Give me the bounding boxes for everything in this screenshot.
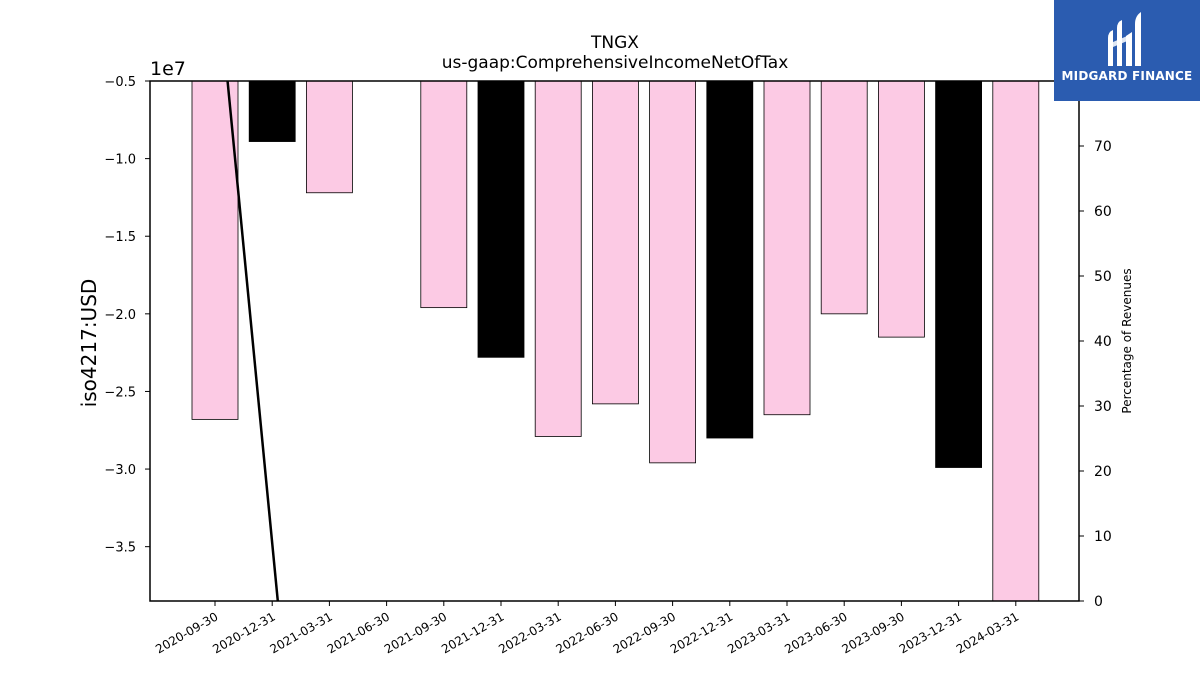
x-tick-label: 2021-12-31	[439, 609, 506, 656]
bar-2024-03-31	[992, 80, 1040, 602]
y-offset-label: 1e7	[150, 58, 186, 80]
bar-2021-12-31	[477, 80, 525, 358]
y2-tick-label: 20	[1094, 464, 1112, 480]
bar-2022-12-31	[706, 80, 754, 439]
logo-mark-icon	[1108, 12, 1141, 66]
bar-2023-06-30	[820, 80, 868, 315]
x-tick-label: 2021-09-30	[382, 609, 449, 656]
x-tick-label: 2021-06-30	[325, 609, 392, 656]
x-tick-label: 2023-12-31	[897, 609, 964, 656]
y-tick-label: −1.5	[104, 230, 136, 245]
y2-tick-label: 40	[1094, 334, 1112, 350]
bar-2020-09-30	[191, 80, 239, 420]
y-tick-label: −2.0	[104, 308, 136, 323]
bar-2023-09-30	[878, 80, 925, 338]
bars	[191, 80, 1040, 602]
bar-2022-03-31	[534, 80, 582, 437]
x-tick-label: 2020-09-30	[153, 609, 220, 656]
x-tick-label: 2020-12-31	[210, 609, 277, 656]
x-tick-label: 2022-03-31	[496, 609, 563, 656]
x-tick-label: 2022-12-31	[668, 609, 735, 656]
y-tick-label: −1.0	[104, 153, 136, 168]
x-tick-label: 2022-06-30	[553, 609, 620, 656]
y-axis-label: iso4217:USD	[77, 279, 101, 408]
y2-tick-label: 50	[1094, 269, 1112, 285]
y-tick-label: −3.5	[104, 541, 136, 556]
x-tick-label: 2023-09-30	[839, 609, 906, 656]
y2-tick-label: 10	[1094, 529, 1112, 545]
chart-subtitle: us-gaap:ComprehensiveIncomeNetOfTax	[442, 53, 789, 73]
y-tick-label: −0.5	[104, 75, 136, 90]
bar-2023-12-31	[935, 80, 982, 468]
percentage-line	[226, 81, 280, 601]
bar-2021-09-30	[420, 80, 468, 309]
x-tick-label: 2021-03-31	[267, 609, 334, 656]
percentage-of-revenues-line	[226, 81, 280, 601]
bar-2021-03-31	[305, 80, 353, 194]
y2-tick-label: 30	[1094, 399, 1112, 415]
x-tick-label: 2023-06-30	[782, 609, 849, 656]
bar-2022-09-30	[649, 80, 696, 464]
x-tick-label: 2024-03-31	[954, 609, 1021, 656]
y-tick-label: −3.0	[104, 463, 136, 478]
x-tick-label: 2022-09-30	[611, 609, 678, 656]
x-tick-label: 2023-03-31	[725, 609, 792, 656]
bar-2023-03-31	[763, 80, 811, 416]
y2-tick-label: 70	[1094, 139, 1112, 155]
chart-title: TNGX	[590, 33, 639, 53]
y-tick-label: −2.5	[104, 385, 136, 400]
logo-text: MIDGARD FINANCE	[1061, 69, 1193, 83]
bar-2022-06-30	[592, 80, 639, 405]
secondary-y-axis-label: Percentage of Revenues	[1120, 268, 1134, 413]
midgard-finance-logo: MIDGARD FINANCE	[1054, 0, 1200, 101]
y2-tick-label: 0	[1094, 594, 1103, 610]
y2-tick-label: 60	[1094, 204, 1112, 220]
bar-2020-12-31	[248, 80, 296, 142]
